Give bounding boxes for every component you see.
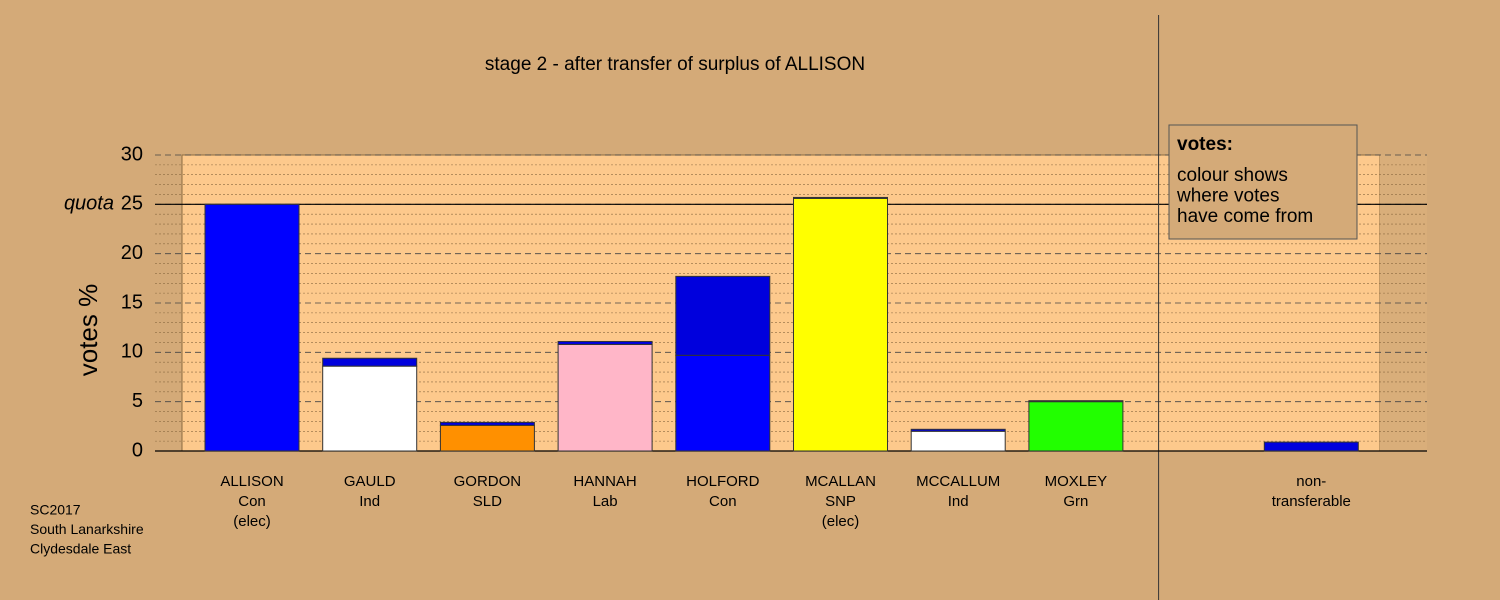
note: Clydesdale East (30, 541, 131, 557)
x-tick-label: SLD (473, 493, 502, 510)
x-tick-label: transferable (1272, 493, 1351, 510)
y-tick-label: 0 (132, 439, 143, 461)
quota-label: quota (64, 193, 114, 215)
y-tick-label: 15 (121, 291, 143, 313)
chart-title: stage 2 - after transfer of surplus of A… (485, 54, 865, 75)
x-tick-label: (elec) (233, 513, 271, 530)
y-tick-label: 20 (121, 242, 143, 264)
transfer-segment (557, 340, 653, 345)
bar-segment (1028, 401, 1124, 452)
legend-box (1168, 124, 1358, 240)
x-tick-label: Lab (593, 493, 618, 510)
y-tick-label: 25 (121, 193, 143, 215)
x-tick-label: Con (238, 493, 266, 510)
transfer-segment (675, 275, 771, 356)
note: South Lanarkshire (30, 521, 144, 537)
bar-segment (439, 424, 535, 452)
y-tick-label: 30 (121, 143, 143, 165)
x-tick-label: (elec) (822, 513, 860, 530)
x-tick-label: HANNAH (573, 473, 636, 490)
transfer-segment (439, 421, 535, 426)
bar-segment (322, 365, 418, 452)
transfer-segment (1028, 400, 1124, 403)
legend-text: have come from (1177, 206, 1313, 227)
bar-segment (910, 430, 1006, 452)
legend-text: colour shows (1177, 165, 1288, 186)
x-tick-label: HOLFORD (686, 473, 760, 490)
transfer-segment (910, 428, 1006, 432)
bar-segment (793, 197, 888, 452)
bar-segment (675, 354, 771, 452)
transfer-segment (322, 357, 418, 367)
y-tick-label: 10 (121, 341, 143, 363)
y-axis-label: votes % (73, 284, 103, 377)
transfer-segment (1263, 441, 1359, 452)
x-tick-label: Ind (359, 493, 380, 510)
x-tick-label: GORDON (454, 473, 522, 490)
bar-segment (557, 343, 653, 452)
x-tick-label: MCALLAN (805, 473, 876, 490)
x-tick-label: non- (1296, 473, 1326, 490)
legend-text: where votes (1176, 186, 1279, 207)
x-tick-label: Con (709, 493, 737, 510)
x-tick-label: Ind (948, 493, 969, 510)
y-tick-label: 5 (132, 390, 143, 412)
x-tick-label: MCCALLUM (916, 473, 1000, 490)
bar-segment (204, 203, 300, 452)
x-tick-label: ALLISON (220, 473, 283, 490)
x-tick-label: MOXLEY (1045, 473, 1108, 490)
transfer-segment (793, 196, 888, 199)
note: SC2017 (30, 502, 81, 518)
legend-title: votes: (1177, 134, 1233, 155)
x-tick-label: GAULD (344, 473, 396, 490)
x-tick-label: Grn (1063, 493, 1088, 510)
x-tick-label: SNP (825, 493, 856, 510)
